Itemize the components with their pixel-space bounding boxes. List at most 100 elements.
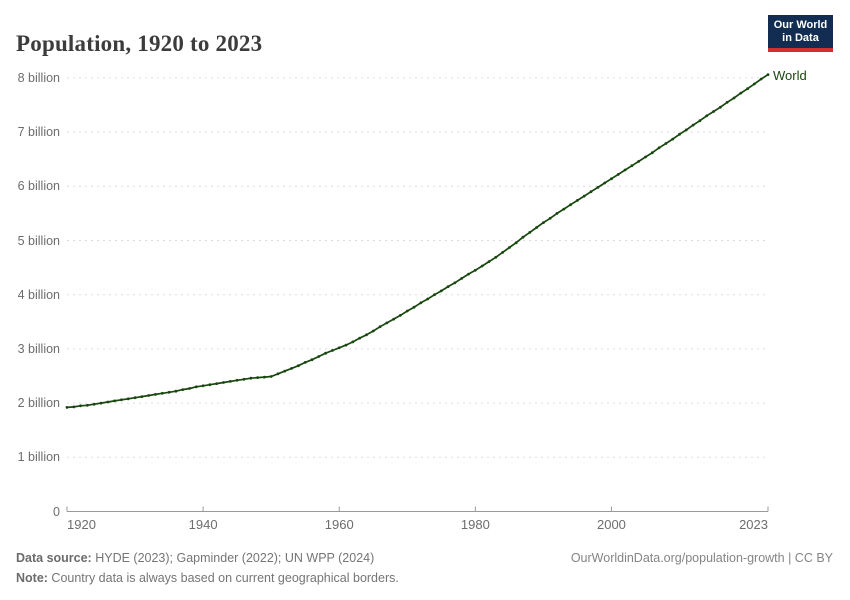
y-tick-label: 3 billion bbox=[17, 341, 60, 356]
data-point bbox=[548, 216, 552, 220]
data-point bbox=[99, 401, 103, 405]
data-point bbox=[86, 403, 89, 407]
data-point bbox=[290, 367, 293, 370]
data-point bbox=[644, 155, 647, 159]
data-point bbox=[140, 395, 144, 398]
data-point bbox=[426, 297, 430, 301]
data-point bbox=[126, 397, 130, 401]
data-point bbox=[473, 268, 477, 272]
y-tick-label: 4 billion bbox=[17, 287, 60, 302]
data-point bbox=[147, 394, 151, 397]
data-point bbox=[725, 100, 729, 104]
data-point bbox=[194, 385, 198, 389]
data-point bbox=[249, 376, 253, 380]
data-point bbox=[705, 114, 709, 118]
data-point bbox=[92, 402, 96, 406]
data-point bbox=[671, 137, 675, 141]
data-point bbox=[453, 281, 457, 285]
data-point bbox=[446, 285, 450, 288]
data-point bbox=[739, 91, 743, 95]
footer-source-line: Data source: HYDE (2023); Gapminder (202… bbox=[16, 548, 399, 568]
owid-logo-line1: Our World bbox=[773, 19, 828, 31]
y-tick-label: 1 billion bbox=[17, 450, 60, 465]
data-point bbox=[167, 390, 171, 394]
data-point bbox=[732, 96, 736, 100]
y-tick-label: 7 billion bbox=[17, 125, 60, 140]
data-point bbox=[589, 190, 593, 194]
data-point bbox=[331, 349, 334, 352]
data-point bbox=[528, 231, 532, 234]
data-point bbox=[664, 142, 668, 145]
data-point bbox=[712, 110, 715, 113]
data-point bbox=[684, 128, 688, 132]
y-tick-label: 2 billion bbox=[17, 396, 60, 411]
data-point bbox=[439, 289, 443, 293]
data-point bbox=[616, 173, 620, 176]
data-point bbox=[698, 119, 702, 123]
data-point bbox=[79, 404, 82, 408]
data-point bbox=[650, 151, 654, 155]
data-point bbox=[201, 384, 205, 388]
data-point bbox=[535, 226, 538, 229]
data-point bbox=[508, 246, 511, 249]
data-point bbox=[678, 132, 681, 136]
data-point bbox=[181, 388, 185, 391]
data-point bbox=[487, 260, 491, 263]
data-point bbox=[317, 355, 321, 358]
x-tick-label: 1980 bbox=[460, 517, 490, 532]
data-point bbox=[303, 361, 307, 364]
x-tick-label: 1960 bbox=[324, 517, 354, 532]
data-point bbox=[242, 377, 246, 381]
y-tick-label: 5 billion bbox=[17, 233, 60, 248]
data-point bbox=[480, 264, 484, 268]
data-point bbox=[521, 235, 525, 239]
data-point bbox=[120, 398, 123, 402]
data-point bbox=[603, 181, 607, 185]
data-point bbox=[174, 389, 178, 393]
x-tick-label: 1940 bbox=[188, 517, 218, 532]
source-text: HYDE (2023); Gapminder (2022); UN WPP (2… bbox=[91, 551, 375, 565]
y-tick-label: 0 bbox=[53, 504, 60, 519]
data-point bbox=[766, 73, 770, 76]
note-label: Note: bbox=[16, 571, 48, 585]
data-point bbox=[351, 340, 355, 344]
data-point bbox=[637, 160, 641, 163]
data-point bbox=[412, 305, 416, 309]
data-point bbox=[494, 255, 498, 259]
data-point bbox=[276, 372, 280, 376]
data-point bbox=[596, 186, 600, 189]
data-point bbox=[569, 203, 572, 207]
data-point bbox=[215, 382, 219, 385]
data-point bbox=[514, 241, 518, 245]
footer-source-note: Data source: HYDE (2023); Gapminder (202… bbox=[16, 548, 399, 588]
x-tick-label: 1920 bbox=[67, 517, 96, 532]
data-point bbox=[106, 400, 110, 404]
data-point bbox=[399, 313, 402, 317]
y-tick-label: 8 billion bbox=[17, 70, 60, 85]
data-point bbox=[623, 168, 627, 172]
data-point bbox=[188, 387, 191, 390]
data-point bbox=[269, 375, 273, 378]
footer-citation-link[interactable]: OurWorldinData.org/population-growth | C… bbox=[570, 551, 833, 565]
data-point bbox=[719, 105, 722, 109]
data-point bbox=[263, 375, 266, 379]
note-text: Country data is always based on current … bbox=[47, 571, 399, 585]
data-point bbox=[630, 164, 634, 168]
data-point bbox=[365, 333, 368, 337]
data-point bbox=[467, 272, 470, 276]
data-point bbox=[228, 380, 232, 383]
x-tick-label: 2023 bbox=[739, 517, 768, 532]
owid-logo[interactable]: Our World in Data bbox=[768, 15, 833, 52]
data-point bbox=[385, 321, 389, 325]
data-point bbox=[759, 77, 763, 81]
x-tick-label: 2000 bbox=[596, 517, 626, 532]
data-point bbox=[337, 346, 341, 350]
data-point bbox=[501, 251, 504, 254]
data-point bbox=[582, 194, 586, 198]
data-point bbox=[746, 87, 749, 91]
data-point bbox=[65, 406, 69, 409]
page-title: Population, 1920 to 2023 bbox=[16, 31, 263, 57]
series-label-world: World bbox=[773, 67, 807, 83]
data-point bbox=[208, 383, 212, 387]
